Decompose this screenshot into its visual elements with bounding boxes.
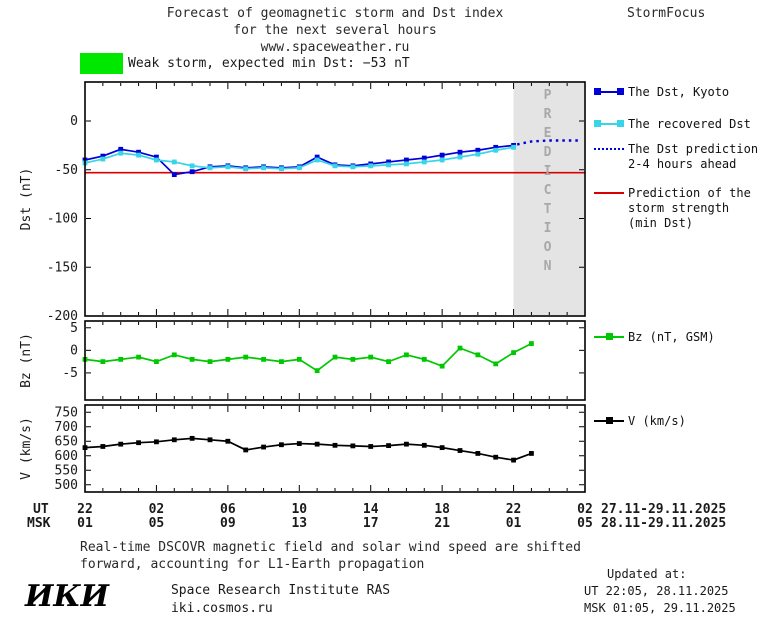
ut-date-range: 27.11-29.11.2025 <box>601 502 726 517</box>
ut-tick-label: 06 <box>220 502 236 517</box>
legend-dst-prediction-label: The Dst prediction 2-4 hours ahead <box>628 142 759 171</box>
msk-tick-label: 05 <box>577 516 593 531</box>
title-line-1: Forecast of geomagnetic storm and Dst in… <box>166 6 504 21</box>
msk-tick-label: 13 <box>291 516 307 531</box>
institute-text: Space Research Institute RAS iki.cosmos.… <box>171 580 390 618</box>
dst-ylabel: Dst (nT) <box>19 168 34 231</box>
updated-at-block: Updated at: UT 22:05, 28.11.2025 MSK 01:… <box>584 566 736 617</box>
msk-tick-label: 21 <box>434 516 450 531</box>
bz-ytick-label: 0 <box>70 343 78 358</box>
propagation-note-line-2: forward, accounting for L1-Earth propaga… <box>80 557 425 572</box>
title-line-2: for the next several hours <box>233 23 437 38</box>
min-dst-line-sample <box>594 187 624 199</box>
institute-site: iki.cosmos.ru <box>170 601 273 616</box>
bz-ytick-label: -5 <box>62 366 78 381</box>
dst-ytick-label: -100 <box>47 212 78 227</box>
legend-dst-kyoto-label: The Dst, Kyoto <box>628 85 730 99</box>
v-ytick-label: 700 <box>55 420 78 435</box>
msk-tick-label: 01 <box>77 516 93 531</box>
legend-v: V (km/s) <box>594 414 686 429</box>
legend-dst-kyoto: The Dst, Kyoto <box>594 85 729 100</box>
legend-recovered-dst-label: The recovered Dst <box>628 117 751 131</box>
updated-at-heading: Updated at: <box>607 567 687 581</box>
storm-summary-label: Weak storm, expected min Dst: −53 nT <box>128 56 410 71</box>
dst-panel-border <box>84 81 586 317</box>
bz-ylabel: Bz (nT) <box>19 333 34 388</box>
recovered-dst-line-sample <box>594 118 624 130</box>
site-url: www.spaceweather.ru <box>260 40 410 55</box>
page-header: Forecast of geomagnetic storm and Dst in… <box>85 5 585 56</box>
v-ytick-label: 600 <box>55 449 78 464</box>
msk-tick-label: 05 <box>149 516 165 531</box>
storm-level-swatch <box>80 53 123 74</box>
dst-prediction-line-sample <box>594 143 624 155</box>
legend-min-dst-label: Prediction of the storm strength (min Ds… <box>628 186 751 230</box>
series-bz_gsm <box>84 342 532 372</box>
ut-tick-label: 10 <box>291 502 307 517</box>
bz-ytick-label: 5 <box>70 321 78 336</box>
series-solar_wind_speed <box>84 437 532 461</box>
msk-date-range: 28.11-29.11.2025 <box>601 516 726 531</box>
dst-kyoto-line-sample <box>594 86 624 98</box>
v-panel-border <box>84 404 586 493</box>
ut-tick-label: 02 <box>577 502 593 517</box>
legend-recovered-dst: The recovered Dst <box>594 117 751 132</box>
legend-dst-prediction: The Dst prediction 2-4 hours ahead <box>594 142 758 172</box>
ut-tick-label: 14 <box>363 502 379 517</box>
v-ytick-label: 550 <box>55 463 78 478</box>
v-ylabel: V (km/s) <box>19 417 34 480</box>
bz-line-sample <box>594 331 624 343</box>
msk-row-label: MSK <box>27 516 51 531</box>
msk-tick-label: 09 <box>220 516 236 531</box>
v-ytick-label: 750 <box>55 405 78 420</box>
ut-tick-label: 18 <box>434 502 450 517</box>
dst-ytick-label: -200 <box>47 309 78 324</box>
institute-block: ИКИ Space Research Institute RAS iki.cos… <box>25 580 390 618</box>
iki-logo: ИКИ <box>25 579 109 614</box>
dst-ytick-label: 0 <box>70 114 78 129</box>
dst-ytick-label: -50 <box>55 163 78 178</box>
series-dst_prediction <box>516 139 578 146</box>
ut-tick-label: 22 <box>506 502 522 517</box>
legend-bz: Bz (nT, GSM) <box>594 330 715 345</box>
propagation-note-line-1: Real-time DSCOVR magnetic field and sola… <box>80 540 581 555</box>
prediction-zone <box>513 83 584 315</box>
brand-stormfocus: StormFocus <box>627 6 706 21</box>
msk-tick-label: 17 <box>363 516 379 531</box>
ut-row-label: UT <box>33 502 49 517</box>
updated-at-ut: UT 22:05, 28.11.2025 <box>584 584 729 598</box>
series-dst_kyoto <box>84 144 514 176</box>
propagation-note: Real-time DSCOVR magnetic field and sola… <box>80 539 581 573</box>
updated-at-msk: MSK 01:05, 29.11.2025 <box>584 601 736 615</box>
v-ytick-label: 650 <box>55 434 78 449</box>
institute-name: Space Research Institute RAS <box>170 583 391 598</box>
legend-bz-label: Bz (nT, GSM) <box>628 330 715 344</box>
legend-v-label: V (km/s) <box>628 414 686 428</box>
v-line-sample <box>594 415 624 427</box>
ut-tick-label: 02 <box>149 502 165 517</box>
storm-level-indicator: Weak storm, expected min Dst: −53 nT <box>80 53 410 74</box>
dst-ytick-label: -150 <box>47 260 78 275</box>
legend-min-dst: Prediction of the storm strength (min Ds… <box>594 186 751 231</box>
msk-tick-label: 01 <box>506 516 522 531</box>
bz-panel-border <box>84 320 586 401</box>
ut-tick-label: 22 <box>77 502 93 517</box>
v-ytick-label: 500 <box>55 478 78 493</box>
